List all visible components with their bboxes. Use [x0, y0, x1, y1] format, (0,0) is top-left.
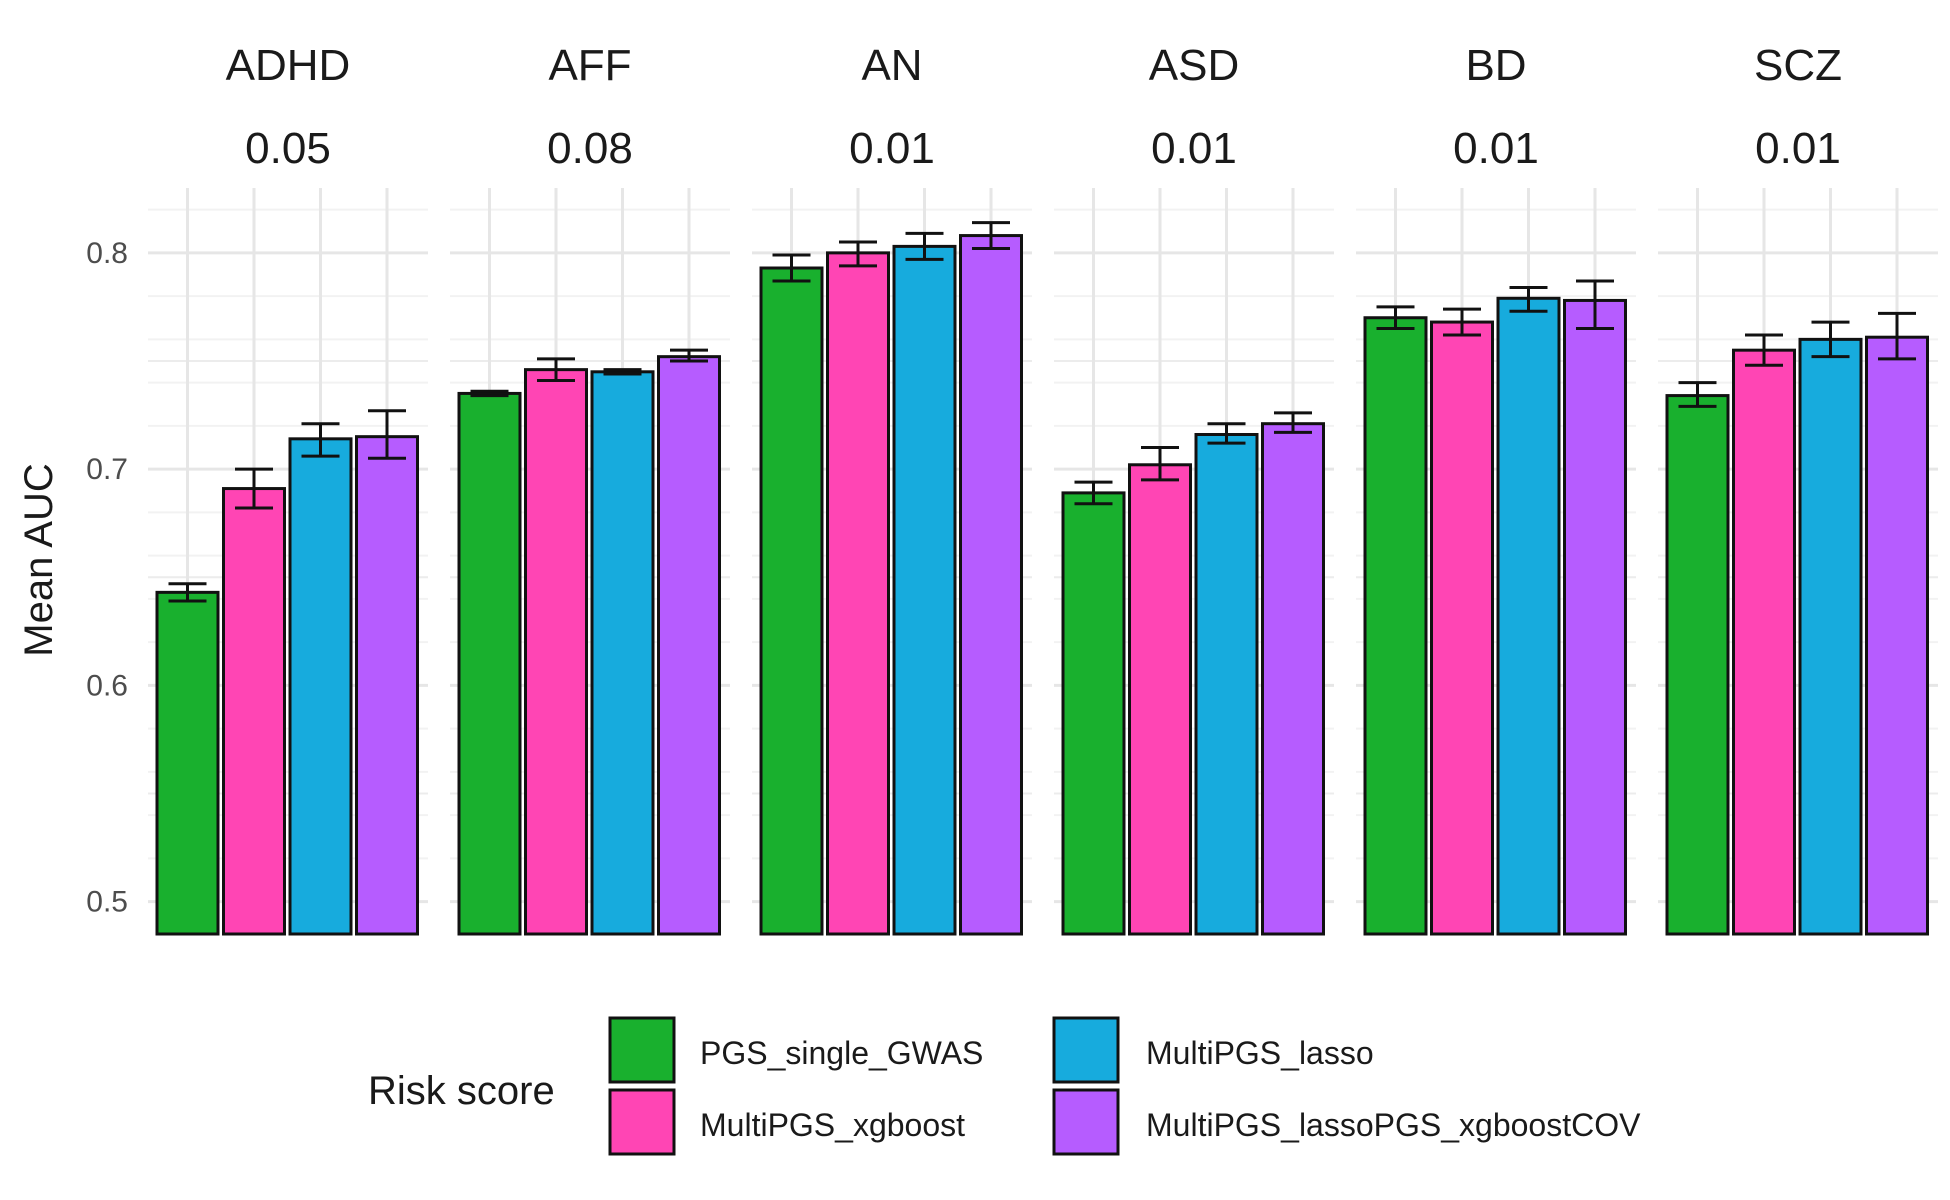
facet-title-adhd: ADHD: [226, 41, 351, 90]
facet-title-scz: SCZ: [1754, 41, 1842, 90]
error-bar-an-PGS_single_GWAS: [772, 253, 811, 283]
error-bar-bd-MultiPGS_lasso: [1509, 285, 1548, 313]
error-bar-asd-PGS_single_GWAS: [1074, 480, 1113, 506]
error-bar-aff-MultiPGS_xgboost: [537, 357, 575, 382]
bar-bd-MultiPGS_lassoPGS_xgboostCOV: [1563, 298, 1627, 936]
facet-title-aff: AFF: [548, 41, 631, 90]
legend-swatch: [608, 1088, 676, 1156]
bar-an-PGS_single_GWAS: [759, 266, 824, 936]
y-tick-label: 0.6: [86, 669, 128, 702]
error-bar-adhd-MultiPGS_xgboost: [235, 467, 273, 510]
legend-label: MultiPGS_lasso: [1146, 1035, 1374, 1071]
legend-item-PGS_single_GWAS: PGS_single_GWAS: [608, 1016, 983, 1084]
bar-aff-PGS_single_GWAS: [457, 391, 522, 936]
error-bar-scz-PGS_single_GWAS: [1678, 381, 1717, 408]
error-bar-adhd-PGS_single_GWAS: [168, 582, 207, 603]
error-bar-aff-MultiPGS_lassoPGS_xgboostCOV: [670, 348, 708, 363]
bar-bd-PGS_single_GWAS: [1363, 316, 1428, 936]
bar-scz-MultiPGS_lasso: [1798, 337, 1863, 936]
y-tick-label: 0.5: [86, 886, 128, 919]
facet-subtitle-adhd: 0.05: [245, 124, 331, 173]
bar-bd-MultiPGS_xgboost: [1430, 320, 1494, 936]
error-bar-asd-MultiPGS_lassoPGS_xgboostCOV: [1274, 411, 1312, 434]
error-bar-adhd-MultiPGS_lasso: [301, 422, 340, 458]
facet-title-bd: BD: [1465, 41, 1526, 90]
bar-adhd-MultiPGS_xgboost: [222, 487, 286, 936]
facet-subtitle-scz: 0.01: [1755, 124, 1841, 173]
error-bar-asd-MultiPGS_lasso: [1207, 422, 1246, 445]
y-tick-label: 0.7: [86, 453, 128, 486]
error-bar-aff-PGS_single_GWAS: [470, 389, 509, 398]
error-bar-an-MultiPGS_lassoPGS_xgboostCOV: [972, 221, 1010, 251]
error-bar-bd-PGS_single_GWAS: [1376, 305, 1415, 331]
bar-asd-PGS_single_GWAS: [1061, 491, 1126, 936]
legend-item-MultiPGS_lassoPGS_xgboostCOV: MultiPGS_lassoPGS_xgboostCOV: [1052, 1088, 1641, 1156]
legend-item-MultiPGS_lasso: MultiPGS_lasso: [1052, 1016, 1374, 1084]
legend-label: PGS_single_GWAS: [700, 1035, 983, 1071]
bar-aff-MultiPGS_lassoPGS_xgboostCOV: [657, 355, 721, 936]
y-axis-title: Mean AUC: [17, 463, 61, 656]
bar-scz-MultiPGS_xgboost: [1732, 348, 1796, 936]
facet-subtitle-bd: 0.01: [1453, 124, 1539, 173]
bar-aff-MultiPGS_lasso: [590, 370, 655, 936]
legend-label: MultiPGS_lassoPGS_xgboostCOV: [1146, 1107, 1641, 1143]
y-tick-label: 0.8: [86, 237, 128, 270]
error-bar-scz-MultiPGS_lasso: [1811, 320, 1850, 359]
bar-bd-MultiPGS_lasso: [1496, 296, 1561, 936]
facet-title-asd: ASD: [1149, 41, 1239, 90]
bar-adhd-PGS_single_GWAS: [155, 590, 220, 936]
error-bar-an-MultiPGS_lasso: [905, 231, 944, 261]
bar-asd-MultiPGS_xgboost: [1128, 463, 1192, 936]
legend-swatch: [1052, 1088, 1120, 1156]
facet-subtitle-asd: 0.01: [1151, 124, 1237, 173]
bar-scz-MultiPGS_lassoPGS_xgboostCOV: [1865, 335, 1929, 936]
legend-label: MultiPGS_xgboost: [700, 1107, 965, 1143]
legend-item-MultiPGS_xgboost: MultiPGS_xgboost: [608, 1088, 965, 1156]
error-bar-scz-MultiPGS_lassoPGS_xgboostCOV: [1878, 311, 1916, 361]
facet-title-an: AN: [861, 41, 922, 90]
bar-aff-MultiPGS_xgboost: [524, 368, 588, 936]
bar-adhd-MultiPGS_lassoPGS_xgboostCOV: [355, 435, 419, 936]
bar-an-MultiPGS_lassoPGS_xgboostCOV: [959, 234, 1023, 936]
bar-an-MultiPGS_xgboost: [826, 251, 890, 936]
error-bar-aff-MultiPGS_lasso: [603, 368, 642, 376]
facet-subtitle-an: 0.01: [849, 124, 935, 173]
facet-subtitle-aff: 0.08: [547, 124, 633, 173]
bar-an-MultiPGS_lasso: [892, 244, 957, 936]
bar-scz-PGS_single_GWAS: [1665, 394, 1730, 936]
error-bar-bd-MultiPGS_xgboost: [1443, 307, 1481, 337]
error-bar-an-MultiPGS_xgboost: [839, 240, 877, 268]
legend-swatch: [608, 1016, 676, 1084]
legend-swatch: [1052, 1016, 1120, 1084]
bar-adhd-MultiPGS_lasso: [288, 437, 353, 936]
bar-asd-MultiPGS_lasso: [1194, 433, 1259, 936]
legend-title: Risk score: [368, 1069, 555, 1113]
error-bar-adhd-MultiPGS_lassoPGS_xgboostCOV: [368, 409, 406, 460]
error-bar-asd-MultiPGS_xgboost: [1141, 445, 1179, 482]
error-bar-bd-MultiPGS_lassoPGS_xgboostCOV: [1576, 279, 1614, 331]
error-bar-scz-MultiPGS_xgboost: [1745, 333, 1783, 367]
bar-asd-MultiPGS_lassoPGS_xgboostCOV: [1261, 422, 1325, 936]
